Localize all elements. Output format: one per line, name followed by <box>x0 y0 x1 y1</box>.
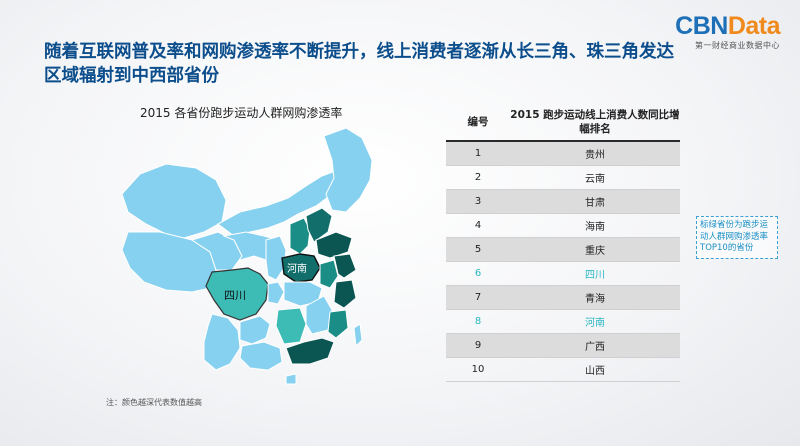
table-row: 6 四川 <box>446 261 680 286</box>
table-row: 10 山西 <box>446 357 680 382</box>
region-northeast <box>323 127 373 213</box>
table-row: 5 重庆 <box>446 237 680 262</box>
rank-cell: 9 <box>446 333 510 358</box>
rank-cell: 5 <box>446 237 510 262</box>
table-row: 7 青海 <box>446 285 680 310</box>
logo-subtitle: 第一财经商业数据中心 <box>695 41 780 50</box>
region-hebei <box>305 207 333 243</box>
logo-brand-part1: CBN <box>675 12 728 40</box>
col-header-rank: 编号 <box>446 104 510 142</box>
region-shaanxi <box>265 235 287 281</box>
region-guangdong <box>285 337 335 365</box>
table-row: 9 广西 <box>446 333 680 358</box>
table-header-row: 编号 2015 跑步运动线上消费人数同比增幅排名 <box>446 104 680 142</box>
col-header-title: 2015 跑步运动线上消费人数同比增幅排名 <box>510 104 680 142</box>
province-cell: 甘肃 <box>510 189 680 214</box>
province-cell: 云南 <box>510 165 680 190</box>
region-jiangsu <box>333 253 357 279</box>
map-title: 2015 各省份跑步运动人群网购渗透率 <box>140 106 343 120</box>
ranking-table: 编号 2015 跑步运动线上消费人数同比增幅排名 1 贵州 2 云南 3 甘肃 4 海南… <box>446 104 680 382</box>
slide-headline: 随着互联网普及率和网购渗透率不断提升，线上消费者逐渐从长三角、珠三角发达区域辐射… <box>44 42 674 86</box>
region-northwest <box>121 163 227 239</box>
cbndata-logo: CBNData 第一财经商业数据中心 <box>675 14 780 51</box>
region-sichuan <box>205 267 269 321</box>
table-row: 8 河南 <box>446 309 680 334</box>
map-label-sichuan: 四川 <box>224 289 246 302</box>
rank-cell: 10 <box>446 357 510 382</box>
region-guangxi <box>239 341 283 371</box>
region-shanxi <box>289 217 311 255</box>
province-cell: 广西 <box>510 333 680 358</box>
region-hunan <box>275 307 307 345</box>
logo-brand-part2: Data <box>727 12 781 40</box>
region-gansu <box>222 231 279 271</box>
region-yunnan <box>203 313 241 371</box>
region-anhui <box>319 259 339 289</box>
table-row: 3 甘肃 <box>446 189 680 214</box>
table-row: 1 贵州 <box>446 141 680 166</box>
rank-cell: 3 <box>446 189 510 214</box>
province-cell: 青海 <box>510 285 680 310</box>
rank-cell: 4 <box>446 213 510 238</box>
callout-note: 标绿省份为跑步运动人群网购渗透率TOP10的省份 <box>696 216 778 259</box>
province-cell: 四川 <box>510 261 680 286</box>
region-fujian <box>327 309 349 339</box>
province-cell: 贵州 <box>510 141 680 166</box>
region-shandong <box>315 231 353 259</box>
rank-cell: 8 <box>446 309 510 334</box>
logo-wordmark: CBNData <box>675 14 780 39</box>
region-zhejiang <box>333 279 357 309</box>
region-tibet <box>121 231 217 293</box>
rank-cell: 7 <box>446 285 510 310</box>
province-cell: 重庆 <box>510 237 680 262</box>
table-row: 2 云南 <box>446 165 680 190</box>
china-map: 四川 河南 <box>121 127 373 385</box>
region-hainan <box>285 373 297 385</box>
rank-cell: 6 <box>446 261 510 286</box>
region-chongqing <box>267 281 285 305</box>
province-cell: 海南 <box>510 213 680 238</box>
province-cell: 山西 <box>510 357 680 382</box>
region-taiwan <box>353 323 363 348</box>
map-label-henan: 河南 <box>287 262 307 275</box>
province-cell: 河南 <box>510 309 680 334</box>
table-row: 4 海南 <box>446 213 680 238</box>
region-guizhou <box>239 315 271 345</box>
map-note: 注：颜色越深代表数值越高 <box>106 398 202 407</box>
rank-cell: 2 <box>446 165 510 190</box>
region-henan <box>281 253 321 283</box>
rank-cell: 1 <box>446 141 510 166</box>
